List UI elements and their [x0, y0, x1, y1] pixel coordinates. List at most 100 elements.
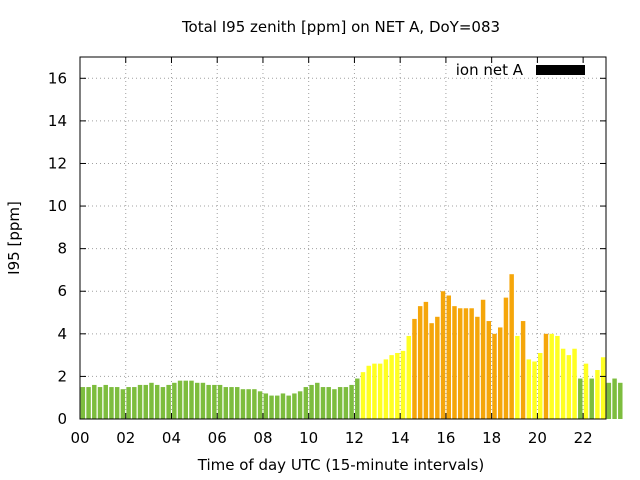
bar [120, 389, 126, 419]
bar [538, 352, 543, 419]
bar [103, 384, 108, 419]
y-tick-label: 0 [57, 410, 67, 428]
bar [320, 387, 326, 419]
bar [137, 384, 143, 419]
bar [246, 389, 251, 419]
bar [332, 389, 337, 419]
bar [286, 395, 291, 419]
x-tick-label: 16 [436, 429, 455, 447]
bar [446, 295, 451, 419]
bar [417, 306, 423, 419]
bar [532, 361, 537, 419]
bar [600, 357, 606, 419]
legend-swatch [536, 65, 585, 75]
bar [366, 365, 371, 419]
bar [343, 387, 349, 419]
legend: ion net A [456, 61, 585, 79]
bar [463, 308, 469, 419]
bar [303, 387, 309, 419]
bar [395, 352, 400, 419]
bar [526, 359, 532, 419]
x-axis-label: Time of day UTC (15-minute intervals) [197, 456, 484, 474]
bar [440, 291, 446, 419]
bar [189, 380, 194, 419]
bar [555, 335, 560, 419]
y-tick-label: 4 [57, 325, 67, 343]
bar [149, 382, 154, 419]
bar [109, 387, 114, 419]
bar [406, 335, 411, 419]
grid [80, 57, 606, 419]
bar [515, 335, 520, 419]
x-tick-label: 00 [70, 429, 89, 447]
bar [154, 384, 160, 419]
bar [520, 321, 526, 419]
bar [206, 384, 211, 419]
bar [429, 323, 434, 419]
bar [566, 355, 572, 419]
chart-title: Total I95 zenith [ppm] on NET A, DoY=083 [181, 18, 500, 36]
x-tick-labels: 00 02 04 06 08 10 12 14 16 18 20 22 [70, 429, 592, 447]
y-tick-label: 10 [48, 197, 67, 215]
bar [223, 387, 229, 419]
bar [389, 355, 394, 419]
bar [589, 378, 594, 419]
bar [480, 299, 486, 419]
bar [423, 301, 429, 419]
x-tick-label: 18 [482, 429, 501, 447]
bar [172, 382, 177, 419]
y-tick-label: 2 [57, 367, 67, 385]
bar [475, 316, 480, 419]
bar [595, 370, 600, 419]
bar [86, 387, 91, 419]
bar [297, 391, 303, 419]
bar [372, 363, 377, 419]
bar [263, 393, 269, 419]
y-tick-label: 16 [48, 69, 67, 87]
bar [337, 387, 343, 419]
bar [229, 387, 234, 419]
bar [606, 382, 612, 419]
bar [509, 274, 514, 419]
y-axis-label: I95 [ppm] [5, 201, 23, 275]
bar [194, 382, 200, 419]
bar [97, 387, 103, 419]
bar [269, 395, 274, 419]
bar [160, 387, 166, 419]
bar [383, 359, 389, 419]
y-tick-label: 14 [48, 112, 67, 130]
x-tick-label: 14 [391, 429, 410, 447]
y-tick-labels: 0 2 4 6 8 10 12 14 16 [48, 69, 67, 428]
x-tick-label: 12 [345, 429, 364, 447]
bars [80, 274, 623, 419]
bar [583, 363, 589, 419]
bar [252, 389, 257, 419]
plot-frame [79, 56, 607, 420]
bar [280, 393, 286, 419]
bar [560, 348, 566, 419]
bar [143, 384, 148, 419]
bar [183, 380, 188, 419]
bar [326, 387, 331, 419]
x-tick-label: 08 [253, 429, 272, 447]
x-tick-label: 06 [208, 429, 227, 447]
bar [457, 308, 463, 419]
bar [469, 308, 474, 419]
bar [412, 318, 417, 419]
y-tick-label: 6 [57, 282, 67, 300]
bar [435, 316, 440, 419]
bar [618, 382, 623, 419]
bar [543, 333, 549, 419]
bar [92, 384, 97, 419]
bar [275, 395, 280, 419]
bar [292, 393, 297, 419]
bar [549, 333, 554, 419]
bar [349, 384, 354, 419]
bar [80, 387, 86, 419]
x-tick-label: 04 [162, 429, 181, 447]
bar [572, 348, 577, 419]
bar [452, 306, 457, 419]
x-tick-label: 22 [574, 429, 593, 447]
bar [355, 378, 360, 419]
y-tick-label: 8 [57, 240, 67, 258]
